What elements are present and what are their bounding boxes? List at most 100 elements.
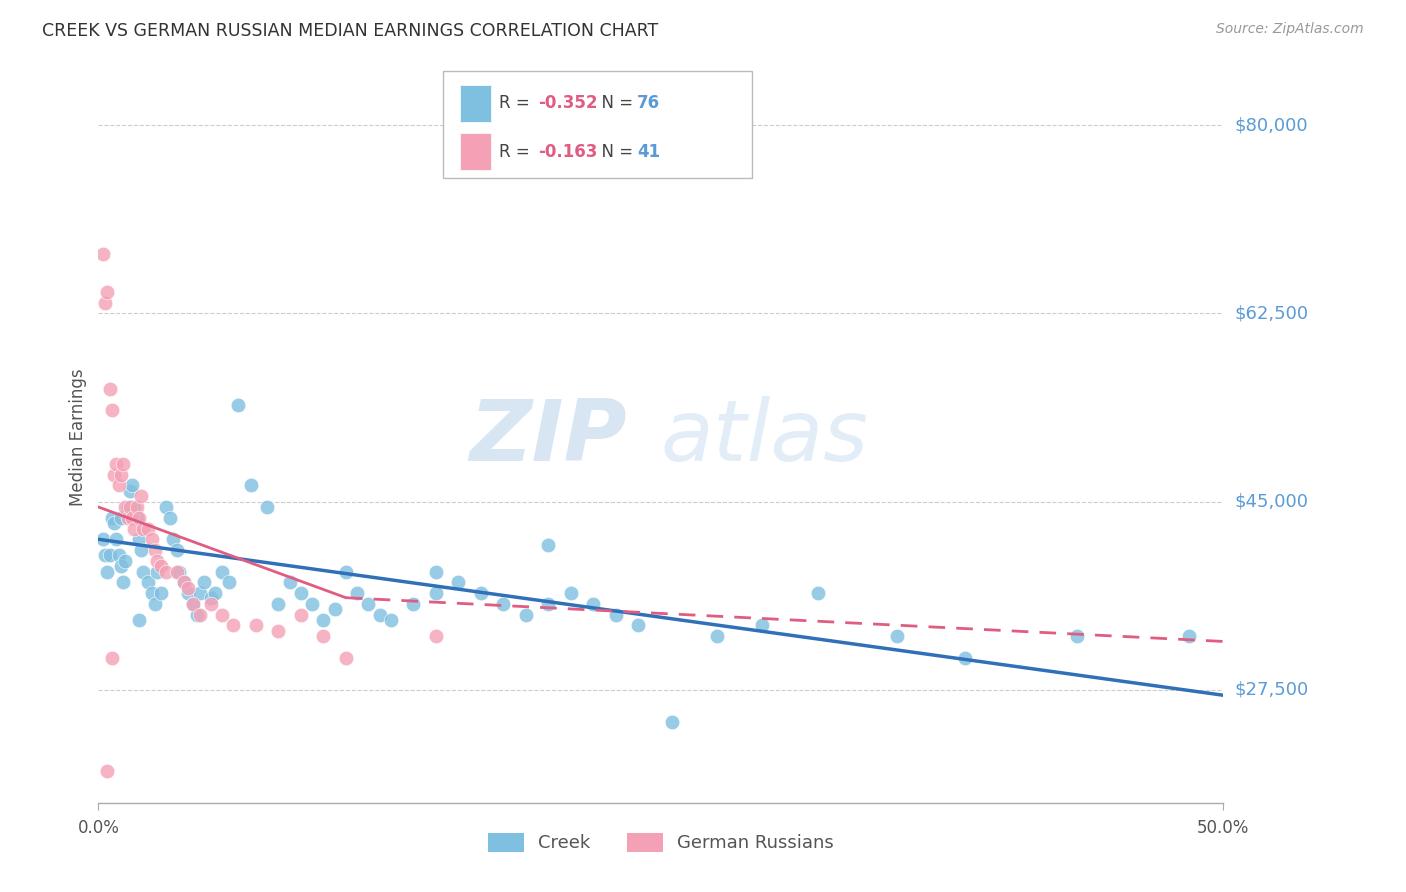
Point bbox=[661, 715, 683, 730]
Point bbox=[118, 483, 141, 498]
Point bbox=[425, 629, 447, 643]
Point bbox=[290, 607, 312, 622]
Point bbox=[121, 510, 143, 524]
Text: Source: ZipAtlas.com: Source: ZipAtlas.com bbox=[1216, 22, 1364, 37]
Point bbox=[537, 597, 560, 611]
Point bbox=[94, 549, 117, 563]
Point bbox=[222, 618, 245, 632]
Point bbox=[226, 398, 249, 412]
Text: R =: R = bbox=[499, 143, 536, 161]
Text: N =: N = bbox=[591, 95, 638, 112]
Point bbox=[240, 478, 263, 492]
Point bbox=[91, 533, 114, 547]
Point bbox=[537, 538, 560, 552]
Point bbox=[143, 597, 166, 611]
Point bbox=[112, 575, 135, 590]
Point bbox=[188, 607, 211, 622]
Text: 41: 41 bbox=[637, 143, 659, 161]
Point bbox=[121, 478, 143, 492]
Point bbox=[188, 586, 211, 600]
Point bbox=[107, 549, 129, 563]
Text: 50.0%: 50.0% bbox=[1197, 819, 1250, 837]
Point bbox=[110, 510, 132, 524]
Point bbox=[110, 559, 132, 574]
Point bbox=[211, 607, 233, 622]
Point bbox=[110, 467, 132, 482]
Point bbox=[425, 586, 447, 600]
Point bbox=[98, 549, 121, 563]
Point bbox=[125, 500, 148, 514]
Point bbox=[141, 586, 163, 600]
Point bbox=[357, 597, 380, 611]
Point bbox=[146, 554, 169, 568]
Point bbox=[117, 500, 139, 514]
Point bbox=[136, 575, 159, 590]
Point bbox=[173, 575, 195, 590]
Text: $80,000: $80,000 bbox=[1234, 116, 1308, 134]
Point bbox=[136, 521, 159, 535]
Text: atlas: atlas bbox=[661, 395, 869, 479]
Point bbox=[143, 543, 166, 558]
Point bbox=[128, 613, 150, 627]
Point bbox=[267, 624, 290, 638]
Point bbox=[492, 597, 515, 611]
Point bbox=[312, 629, 335, 643]
Point bbox=[173, 575, 195, 590]
Point bbox=[162, 533, 184, 547]
Point bbox=[177, 586, 200, 600]
Text: CREEK VS GERMAN RUSSIAN MEDIAN EARNINGS CORRELATION CHART: CREEK VS GERMAN RUSSIAN MEDIAN EARNINGS … bbox=[42, 22, 658, 40]
Point bbox=[150, 559, 173, 574]
Point bbox=[155, 565, 177, 579]
Point bbox=[117, 510, 139, 524]
Point bbox=[96, 565, 118, 579]
Point bbox=[101, 650, 124, 665]
Text: 0.0%: 0.0% bbox=[77, 819, 120, 837]
Point bbox=[200, 597, 222, 611]
Point bbox=[155, 500, 177, 514]
Point bbox=[335, 565, 357, 579]
Point bbox=[146, 565, 169, 579]
Point bbox=[886, 629, 908, 643]
Point bbox=[301, 597, 323, 611]
Text: $45,000: $45,000 bbox=[1234, 492, 1309, 510]
Point bbox=[290, 586, 312, 600]
Point bbox=[807, 586, 830, 600]
Point bbox=[128, 533, 150, 547]
Point bbox=[103, 516, 125, 530]
Point bbox=[166, 543, 188, 558]
Point bbox=[91, 247, 114, 261]
Point bbox=[129, 543, 152, 558]
Point bbox=[204, 586, 226, 600]
Point bbox=[96, 764, 118, 778]
Point bbox=[94, 295, 117, 310]
Point bbox=[751, 618, 773, 632]
Point bbox=[193, 575, 215, 590]
Point bbox=[1178, 629, 1201, 643]
Point bbox=[425, 565, 447, 579]
Point bbox=[169, 565, 191, 579]
Point bbox=[447, 575, 470, 590]
Point bbox=[402, 597, 425, 611]
Point bbox=[186, 607, 208, 622]
Point bbox=[132, 565, 155, 579]
Text: $62,500: $62,500 bbox=[1234, 304, 1309, 322]
Text: N =: N = bbox=[591, 143, 638, 161]
Text: -0.163: -0.163 bbox=[538, 143, 598, 161]
Y-axis label: Median Earnings: Median Earnings bbox=[69, 368, 87, 506]
Point bbox=[211, 565, 233, 579]
Point bbox=[515, 607, 537, 622]
Point bbox=[267, 597, 290, 611]
Text: R =: R = bbox=[499, 95, 536, 112]
Point bbox=[627, 618, 650, 632]
Point bbox=[141, 533, 163, 547]
Point bbox=[132, 521, 155, 535]
Point bbox=[256, 500, 278, 514]
Point bbox=[582, 597, 605, 611]
Point bbox=[470, 586, 492, 600]
Point bbox=[323, 602, 346, 616]
Point bbox=[245, 618, 267, 632]
Point bbox=[278, 575, 301, 590]
Point bbox=[560, 586, 582, 600]
Point bbox=[105, 533, 128, 547]
Text: $27,500: $27,500 bbox=[1234, 681, 1309, 698]
